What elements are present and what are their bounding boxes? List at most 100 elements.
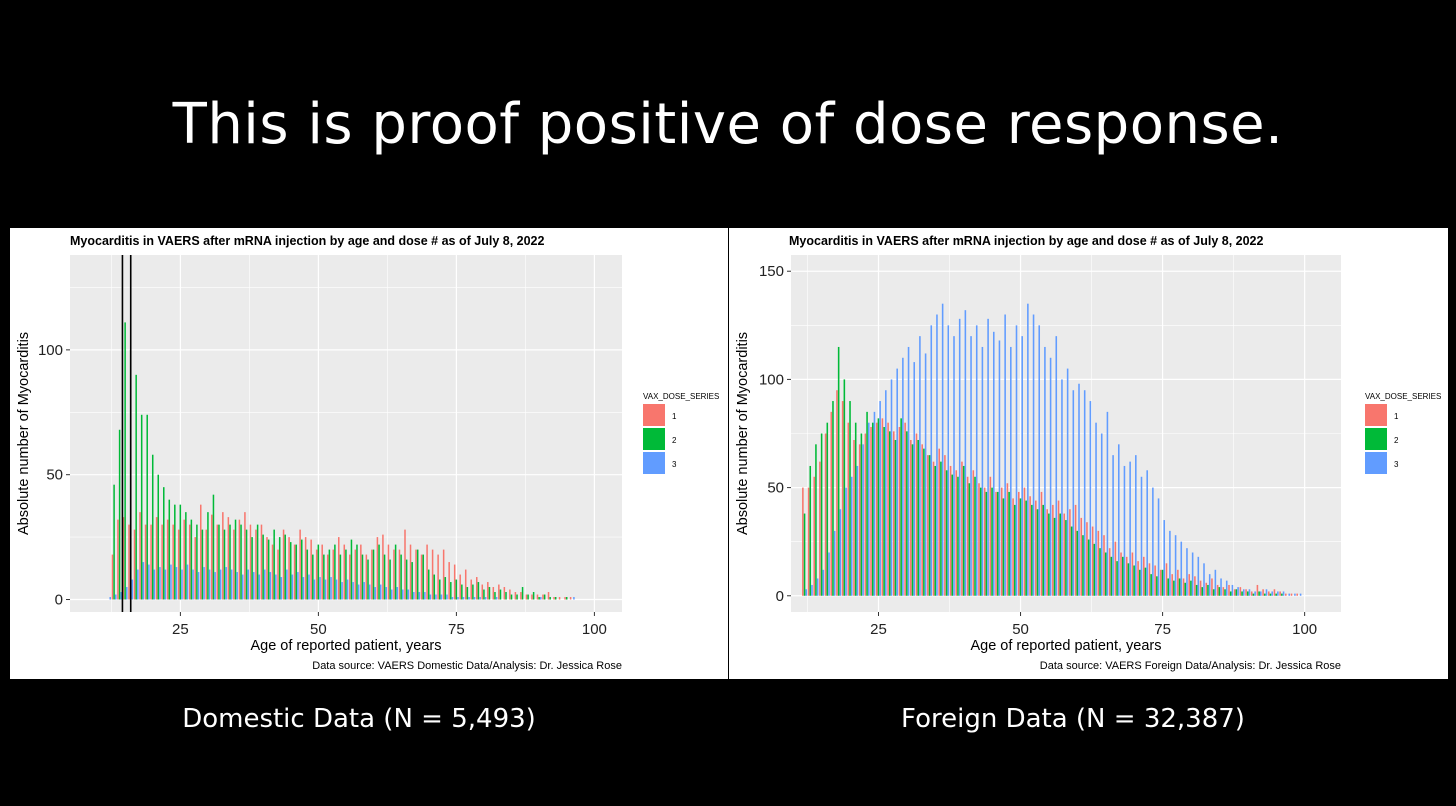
bar-dose-2	[212, 494, 215, 600]
legend-key-1	[1365, 404, 1387, 426]
bar-dose-1	[260, 524, 263, 600]
bar-dose-3	[1015, 325, 1018, 596]
bar-dose-3	[241, 574, 244, 600]
bar-dose-3	[1038, 325, 1041, 596]
bar-dose-1	[222, 512, 224, 600]
bar-dose-1	[1069, 509, 1071, 596]
bar-dose-1	[1171, 574, 1173, 596]
bar-dose-1	[1262, 589, 1264, 596]
bar-dose-3	[203, 567, 205, 600]
bar-dose-2	[367, 559, 369, 600]
bar-dose-2	[1173, 580, 1175, 596]
bar-dose-2	[554, 597, 557, 600]
bar-dose-1	[520, 592, 522, 600]
legend-key-2	[1365, 428, 1387, 450]
bar-dose-3	[181, 569, 183, 600]
bar-dose-3	[953, 336, 955, 596]
bar-dose-1	[288, 537, 290, 600]
bar-dose-1	[870, 427, 872, 596]
bar-dose-1	[177, 529, 180, 600]
bar-dose-2	[323, 554, 325, 600]
y-tick-label: 100	[759, 371, 784, 388]
bar-dose-3	[867, 422, 870, 596]
bar-dose-2	[871, 422, 874, 596]
bar-dose-3	[451, 597, 454, 600]
legend: VAX_DOSE_SERIES 1 2 3	[643, 392, 719, 474]
bar-dose-1	[547, 592, 550, 600]
bar-dose-1	[1256, 584, 1259, 596]
bar-dose-1	[932, 461, 935, 596]
bar-dose-3	[1265, 589, 1268, 596]
bar-dose-1	[536, 594, 539, 600]
x-tick-label: 50	[1012, 621, 1029, 638]
bar-dose-1	[944, 455, 946, 596]
bar-dose-2	[1144, 567, 1147, 596]
bar-dose-2	[1116, 561, 1118, 596]
bar-dose-2	[1167, 578, 1169, 596]
bar-dose-2	[1127, 563, 1130, 596]
bar-dose-2	[1201, 587, 1204, 596]
bar-dose-1	[338, 537, 340, 600]
bar-dose-2	[273, 529, 275, 600]
bar-dose-2	[394, 544, 397, 600]
bar-dose-1	[293, 544, 296, 600]
bar-dose-2	[849, 401, 851, 596]
bar-dose-3	[131, 579, 134, 600]
bar-dose-2	[146, 414, 148, 600]
bar-dose-2	[889, 431, 891, 596]
bar-dose-2	[301, 539, 303, 600]
bar-dose-2	[450, 582, 452, 600]
legend-key-1	[643, 404, 665, 426]
bar-dose-2	[843, 379, 846, 596]
bar-dose-2	[1150, 574, 1152, 596]
bar-dose-2	[565, 597, 568, 600]
bar-dose-1	[1035, 500, 1037, 596]
bar-dose-3	[269, 572, 272, 600]
bar-dose-1	[111, 554, 114, 600]
bar-dose-3	[407, 589, 410, 600]
bar-dose-1	[448, 562, 450, 600]
bar-dose-3	[324, 579, 327, 600]
bar-dose-2	[923, 448, 925, 596]
bar-dose-2	[837, 346, 840, 596]
bar-dose-3	[1146, 470, 1148, 596]
bar-dose-3	[1027, 303, 1029, 596]
bar-dose-2	[940, 461, 942, 596]
bar-dose-3	[856, 465, 859, 596]
bar-dose-2	[1053, 517, 1056, 596]
bar-dose-3	[975, 325, 978, 596]
y-tick-label: 150	[759, 263, 784, 280]
bar-dose-1	[150, 524, 152, 600]
bar-dose-1	[1091, 526, 1094, 596]
bar-dose-1	[1188, 574, 1191, 596]
bar-dose-3	[225, 567, 227, 600]
bar-dose-3	[998, 340, 1001, 596]
bar-dose-3	[192, 569, 194, 600]
bar-dose-3	[1100, 433, 1103, 596]
bar-dose-3	[1004, 314, 1006, 596]
bar-dose-3	[264, 569, 266, 600]
bar-dose-3	[1237, 587, 1239, 596]
bar-dose-1	[525, 594, 528, 600]
bar-dose-1	[927, 455, 929, 596]
bar-dose-2	[516, 594, 518, 600]
bar-dose-3	[1152, 487, 1154, 596]
bar-dose-2	[251, 537, 253, 600]
x-tick-label: 25	[870, 621, 887, 638]
bar-dose-1	[836, 390, 838, 596]
bar-dose-2	[411, 562, 413, 600]
bar-dose-3	[958, 318, 961, 596]
bar-dose-2	[1161, 569, 1164, 596]
bar-dose-3	[153, 569, 156, 600]
bar-dose-1	[200, 504, 202, 600]
bar-dose-3	[385, 587, 387, 600]
bar-dose-2	[1246, 591, 1249, 596]
bar-dose-1	[415, 549, 417, 600]
bar-dose-1	[211, 514, 213, 600]
bar-dose-1	[1103, 535, 1105, 596]
bar-dose-3	[1282, 591, 1285, 596]
bar-dose-2	[1121, 556, 1124, 596]
domestic-chart: Myocarditis in VAERS after mRNA injectio…	[16, 234, 719, 672]
bar-dose-1	[1137, 561, 1139, 596]
bar-dose-3	[1044, 346, 1046, 596]
